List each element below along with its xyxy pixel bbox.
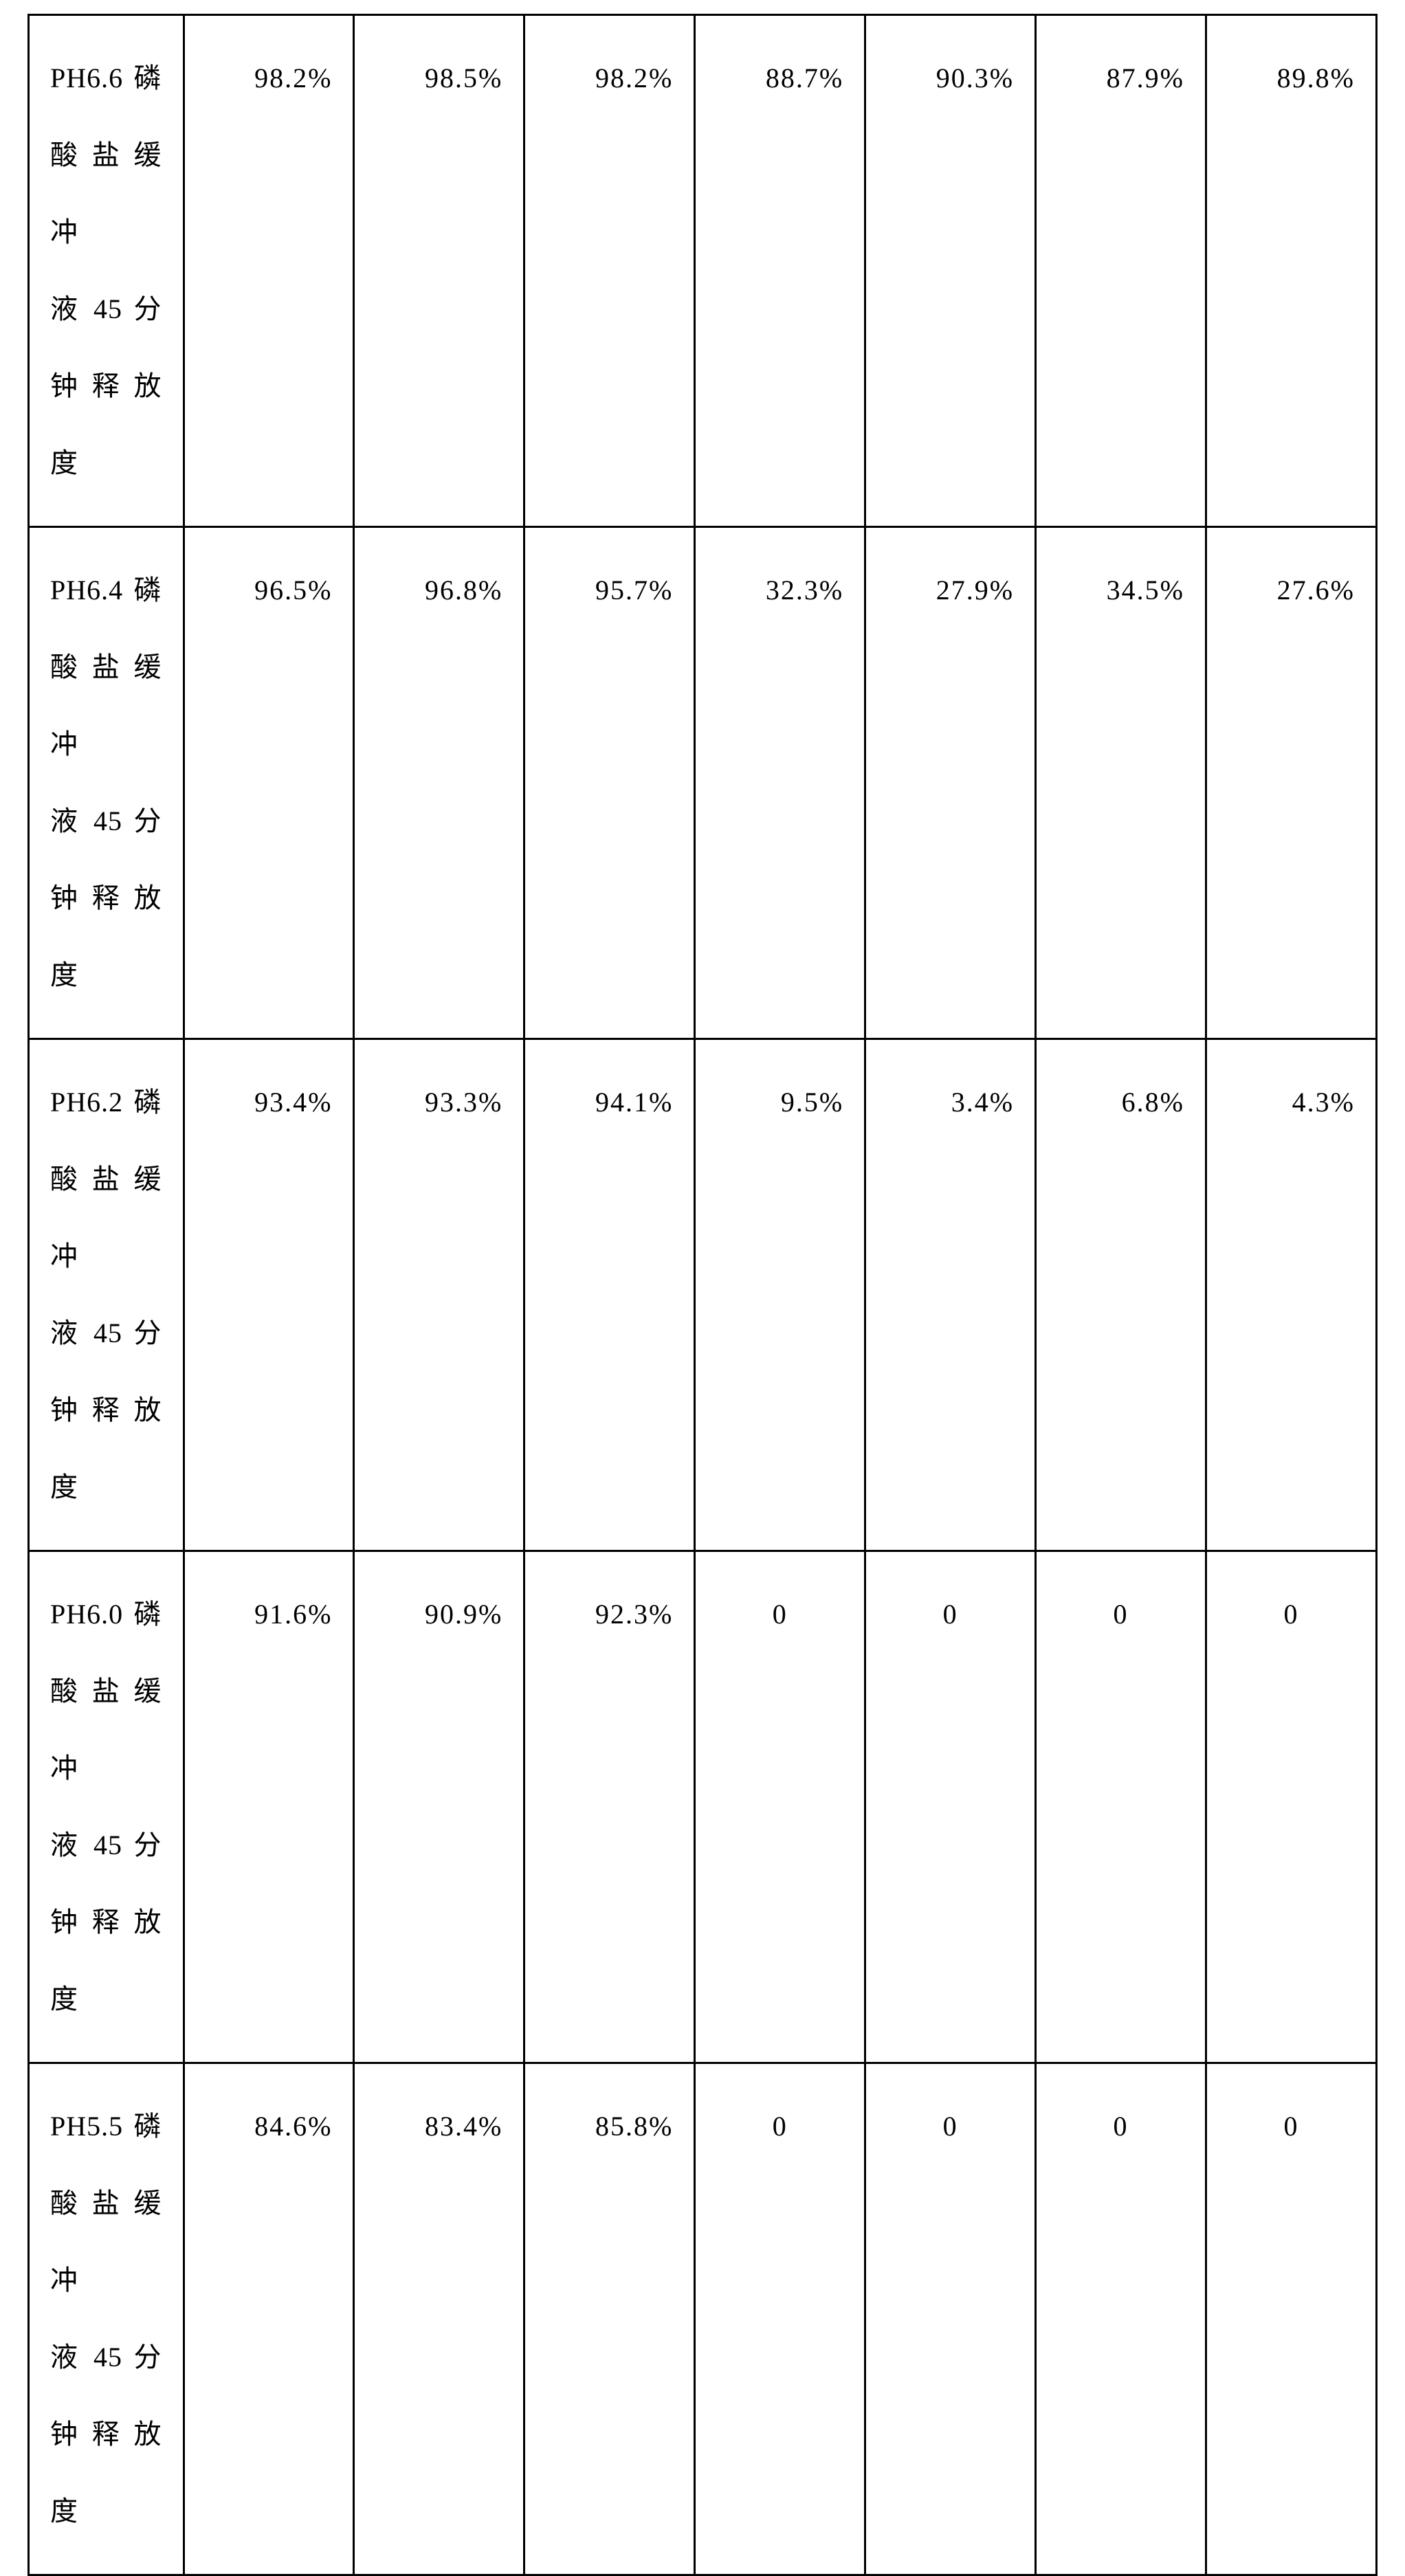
cell-value: 89.8%: [1206, 15, 1376, 527]
cell-value: 93.3%: [354, 1039, 524, 1551]
release-degree-table: PH6.6 磷 酸盐缓冲 液 45 分 钟释放度 98.2% 98.5% 98.…: [27, 14, 1378, 2576]
cell-value: 34.5%: [1036, 527, 1206, 1039]
label-line-4: 钟释放度: [50, 348, 162, 502]
label-line-4: 钟释放度: [50, 1884, 162, 2038]
cell-value: 90.9%: [354, 1551, 524, 2063]
cell-value: 3.4%: [865, 1039, 1036, 1551]
cell-value: 85.8%: [524, 2063, 695, 2575]
cell-value: 96.8%: [354, 527, 524, 1039]
cell-value: 84.6%: [184, 2063, 354, 2575]
label-line-1: PH6.2 磷: [50, 1064, 162, 1141]
cell-value: 27.9%: [865, 527, 1036, 1039]
row-label: PH6.0 磷 酸盐缓冲 液 45 分 钟释放度: [29, 1551, 184, 2063]
cell-value: 91.6%: [184, 1551, 354, 2063]
cell-value: 98.2%: [184, 15, 354, 527]
cell-value: 93.4%: [184, 1039, 354, 1551]
cell-value: 0: [865, 2063, 1036, 2575]
cell-value: 0: [1036, 2063, 1206, 2575]
label-line-2: 酸盐缓冲: [50, 2165, 162, 2319]
label-line-2: 酸盐缓冲: [50, 1653, 162, 1807]
cell-value: 32.3%: [695, 527, 865, 1039]
label-line-4: 钟释放度: [50, 1372, 162, 1526]
cell-value: 4.3%: [1206, 1039, 1376, 1551]
label-line-1: PH5.5 磷: [50, 2088, 162, 2165]
cell-value: 83.4%: [354, 2063, 524, 2575]
cell-value: 0: [1206, 1551, 1376, 2063]
row-label: PH6.2 磷 酸盐缓冲 液 45 分 钟释放度: [29, 1039, 184, 1551]
label-line-2: 酸盐缓冲: [50, 117, 162, 271]
table-row: PH6.4 磷 酸盐缓冲 液 45 分 钟释放度 96.5% 96.8% 95.…: [29, 527, 1377, 1039]
row-label: PH6.4 磷 酸盐缓冲 液 45 分 钟释放度: [29, 527, 184, 1039]
cell-value: 88.7%: [695, 15, 865, 527]
row-label: PH6.6 磷 酸盐缓冲 液 45 分 钟释放度: [29, 15, 184, 527]
cell-value: 87.9%: [1036, 15, 1206, 527]
cell-value: 0: [1206, 2063, 1376, 2575]
label-line-1: PH6.0 磷: [50, 1576, 162, 1653]
cell-value: 6.8%: [1036, 1039, 1206, 1551]
label-line-4: 钟释放度: [50, 2396, 162, 2550]
cell-value: 9.5%: [695, 1039, 865, 1551]
label-line-3: 液 45 分: [50, 271, 162, 348]
table-row: PH5.5 磷 酸盐缓冲 液 45 分 钟释放度 84.6% 83.4% 85.…: [29, 2063, 1377, 2575]
label-line-3: 液 45 分: [50, 1295, 162, 1372]
label-line-3: 液 45 分: [50, 1807, 162, 1884]
label-line-1: PH6.6 磷: [50, 40, 162, 117]
table-row: PH6.6 磷 酸盐缓冲 液 45 分 钟释放度 98.2% 98.5% 98.…: [29, 15, 1377, 527]
cell-value: 98.2%: [524, 15, 695, 527]
cell-value: 92.3%: [524, 1551, 695, 2063]
label-line-2: 酸盐缓冲: [50, 629, 162, 783]
cell-value: 0: [695, 2063, 865, 2575]
cell-value: 0: [695, 1551, 865, 2063]
cell-value: 27.6%: [1206, 527, 1376, 1039]
cell-value: 0: [1036, 1551, 1206, 2063]
cell-value: 90.3%: [865, 15, 1036, 527]
cell-value: 0: [865, 1551, 1036, 2063]
cell-value: 98.5%: [354, 15, 524, 527]
cell-value: 94.1%: [524, 1039, 695, 1551]
table-row: PH6.0 磷 酸盐缓冲 液 45 分 钟释放度 91.6% 90.9% 92.…: [29, 1551, 1377, 2063]
label-line-4: 钟释放度: [50, 860, 162, 1014]
label-line-1: PH6.4 磷: [50, 552, 162, 629]
cell-value: 96.5%: [184, 527, 354, 1039]
cell-value: 95.7%: [524, 527, 695, 1039]
table-body: PH6.6 磷 酸盐缓冲 液 45 分 钟释放度 98.2% 98.5% 98.…: [29, 15, 1377, 2575]
table-row: PH6.2 磷 酸盐缓冲 液 45 分 钟释放度 93.4% 93.3% 94.…: [29, 1039, 1377, 1551]
label-line-2: 酸盐缓冲: [50, 1141, 162, 1295]
label-line-3: 液 45 分: [50, 2319, 162, 2396]
label-line-3: 液 45 分: [50, 783, 162, 860]
row-label: PH5.5 磷 酸盐缓冲 液 45 分 钟释放度: [29, 2063, 184, 2575]
